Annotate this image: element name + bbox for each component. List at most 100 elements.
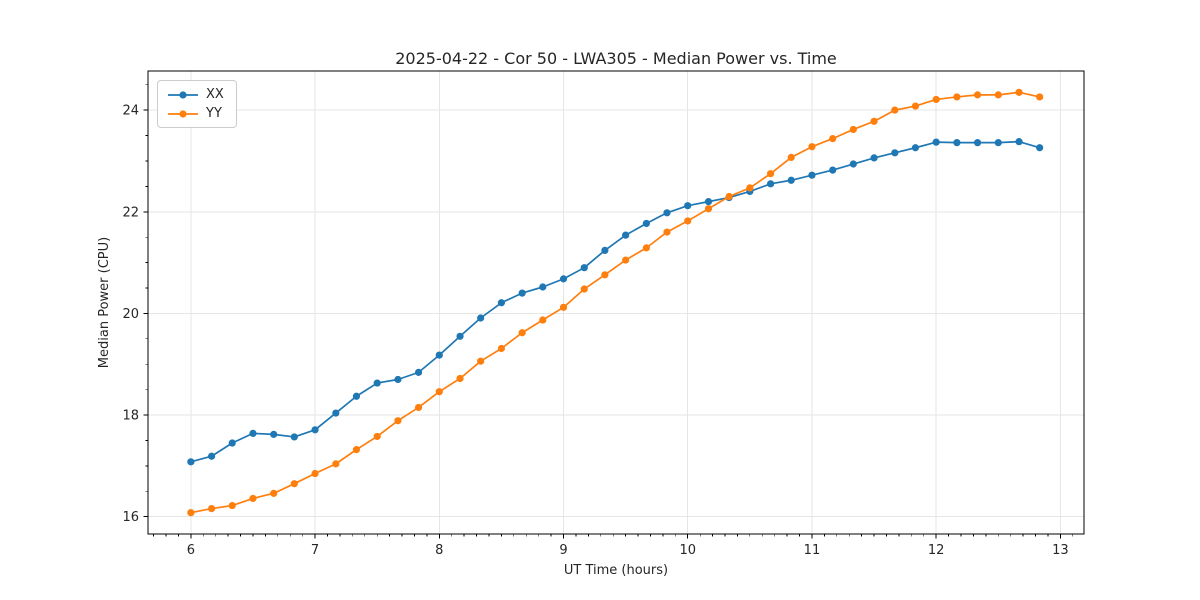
series-YY-marker <box>270 489 278 497</box>
legend-item-XX: XX <box>167 87 224 102</box>
x-tick-label: 11 <box>804 543 821 558</box>
series-XX-marker <box>829 166 837 174</box>
series-XX-marker <box>601 246 609 255</box>
series-XX-marker <box>394 375 402 384</box>
series-XX-marker <box>332 409 340 417</box>
series-YY-marker <box>290 480 298 488</box>
series-XX-marker <box>208 452 216 460</box>
series-YY-marker <box>414 403 423 412</box>
series-XX-marker <box>849 160 857 168</box>
x-axis-label: UT Time (hours) <box>563 563 669 578</box>
series-YY-marker <box>870 117 878 125</box>
series-YY-marker <box>973 91 982 99</box>
series-YY-marker <box>642 244 650 252</box>
series-XX-marker <box>249 429 257 437</box>
series-YY-marker <box>746 184 754 192</box>
series-XX-marker <box>787 176 795 184</box>
series-XX-marker <box>187 458 195 466</box>
legend-marker-YY <box>168 109 198 118</box>
series-YY-marker <box>477 357 485 365</box>
series-XX-marker <box>622 231 630 239</box>
series-YY-marker <box>911 102 920 110</box>
series-YY-marker <box>311 469 319 478</box>
y-tick-label: 24 <box>122 104 139 119</box>
series-YY-marker <box>891 106 899 114</box>
series-XX-marker <box>994 139 1002 147</box>
series-XX-marker <box>911 144 920 152</box>
legend-label-XX: XX <box>206 87 224 102</box>
series-YY-marker <box>559 303 568 311</box>
series-YY-marker <box>435 388 443 396</box>
series-YY-marker <box>849 125 857 134</box>
series-YY-marker <box>808 143 816 151</box>
series-XX-marker <box>580 264 588 272</box>
series-YY-marker <box>953 93 961 101</box>
series-XX-marker <box>808 171 816 179</box>
y-tick-label: 16 <box>122 510 139 525</box>
series-YY-marker <box>394 417 402 425</box>
series-XX-marker <box>414 368 423 376</box>
series-YY-marker <box>1015 88 1023 96</box>
legend-label-YY: YY <box>206 106 222 121</box>
x-tick-label: 10 <box>679 543 696 558</box>
series-YY-line <box>190 91 1040 514</box>
plot-border <box>147 70 1085 535</box>
y-tick-label: 20 <box>122 307 139 322</box>
x-tick-label: 9 <box>559 543 567 558</box>
series-XX-marker <box>973 139 982 147</box>
series-XX-marker <box>228 439 236 447</box>
series-XX-marker <box>870 154 878 162</box>
series-YY-marker <box>725 192 733 201</box>
series-YY-marker <box>663 228 671 236</box>
series-XX-marker <box>1036 144 1044 152</box>
series-XX-marker <box>932 138 940 146</box>
series-YY-marker <box>208 504 216 513</box>
series-YY-marker <box>1036 93 1044 101</box>
series-YY-marker <box>352 446 361 454</box>
series-YY-marker <box>766 170 775 178</box>
series-YY-marker <box>249 494 257 503</box>
series-XX-marker <box>663 209 671 217</box>
x-tick-label: 12 <box>928 543 945 558</box>
series-YY-marker <box>518 329 526 337</box>
series-XX-marker <box>290 433 298 441</box>
series-XX-marker <box>477 314 485 322</box>
series-XX-line <box>190 140 1040 463</box>
x-tick-label: 13 <box>1052 543 1069 558</box>
y-tick-label: 22 <box>122 205 139 220</box>
y-axis-label: Median Power (CPU) <box>97 236 112 369</box>
series-XX-marker <box>497 299 506 307</box>
series-XX-marker <box>270 430 278 438</box>
x-tick-label: 6 <box>187 543 195 558</box>
series-YY-marker <box>373 432 381 441</box>
series-YY-marker <box>829 134 837 143</box>
series-YY-marker <box>684 217 692 225</box>
chart-title: 2025-04-22 - Cor 50 - LWA305 - Median Po… <box>395 49 837 68</box>
y-tick-label: 18 <box>122 409 139 424</box>
legend-marker-XX <box>168 90 198 99</box>
series-XX-marker <box>518 289 526 297</box>
series-XX-marker <box>559 275 568 283</box>
x-tick-label: 7 <box>311 543 319 558</box>
series-XX-marker <box>891 149 899 157</box>
series-XX-marker <box>352 392 361 400</box>
series-XX-marker <box>539 283 547 291</box>
series-YY-marker <box>622 256 630 264</box>
series-YY-marker <box>580 285 588 293</box>
series-XX-marker <box>456 332 464 340</box>
series-XX-marker <box>373 379 381 387</box>
legend-item-YY: YY <box>167 106 224 121</box>
series-YY-marker <box>187 509 195 517</box>
series-XX-marker <box>953 139 961 147</box>
series-XX-marker <box>704 198 713 206</box>
series-XX-marker <box>642 219 650 228</box>
series-YY-marker <box>228 501 236 510</box>
series-YY-marker <box>704 205 713 213</box>
x-tick-label: 8 <box>435 543 443 558</box>
series-YY-marker <box>332 460 340 468</box>
series-XX-marker <box>435 351 443 359</box>
series-YY-marker <box>787 153 795 161</box>
series-YY-marker <box>539 316 547 324</box>
